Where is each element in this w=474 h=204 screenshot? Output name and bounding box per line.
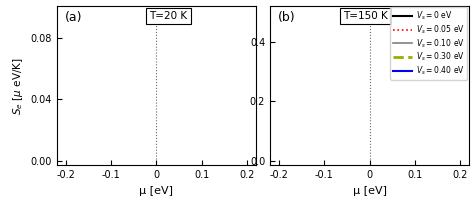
X-axis label: μ [eV]: μ [eV] xyxy=(139,186,173,196)
Text: (a): (a) xyxy=(65,11,82,24)
X-axis label: μ [eV]: μ [eV] xyxy=(353,186,387,196)
Text: (b): (b) xyxy=(278,11,296,24)
Legend: $V_s = 0$ eV, $V_s = 0.05$ eV, $V_s = 0.10$ eV, $V_s = 0.30$ eV, $V_s = 0.40$ eV: $V_s = 0$ eV, $V_s = 0.05$ eV, $V_s = 0.… xyxy=(390,7,467,80)
Text: T=150 K: T=150 K xyxy=(343,11,388,21)
Y-axis label: $S_e\ [\mu\ \mathrm{eV/K}]$: $S_e\ [\mu\ \mathrm{eV/K}]$ xyxy=(11,57,25,115)
Text: T=20 K: T=20 K xyxy=(149,11,188,21)
